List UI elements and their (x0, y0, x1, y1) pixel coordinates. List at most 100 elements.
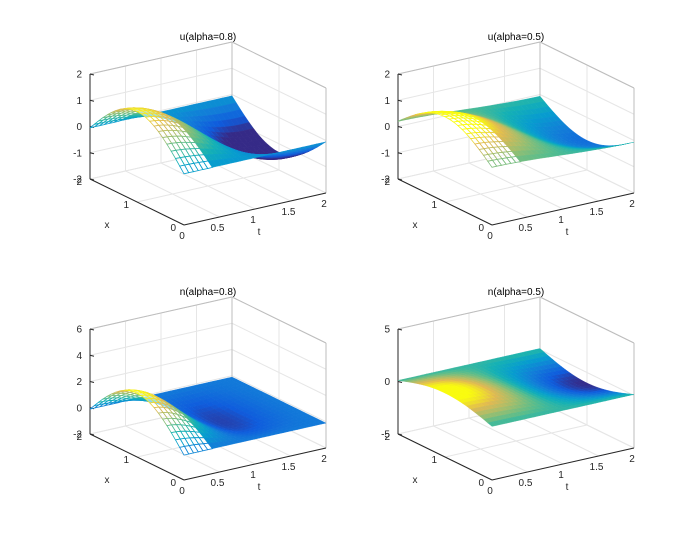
surface-patch (487, 421, 498, 427)
z-tick-mark (397, 99, 403, 102)
x-tick-label: 0 (478, 478, 484, 489)
t-axis-label: t (566, 227, 569, 238)
t-tick-label: 0 (179, 231, 185, 242)
t-axis-line (183, 447, 327, 481)
z-tick-mark (89, 178, 95, 181)
z-tick-mark (397, 433, 403, 436)
t-tick-label: 1.5 (590, 207, 604, 218)
x-axis-line (89, 178, 185, 226)
t-axis-label: t (258, 482, 261, 493)
t-tick-label: 1 (558, 470, 564, 481)
t-tick-label: 1 (250, 215, 256, 226)
x-tick-label: 2 (384, 432, 390, 443)
x-floor-grid (444, 169, 588, 203)
surface-patch (179, 445, 190, 456)
t-tick-label: 0 (487, 231, 493, 242)
z-tick-mark (397, 328, 403, 331)
z-tick-label: -5 (381, 430, 390, 441)
t-tick-label: 1.5 (282, 462, 296, 473)
z-tick-label: 2 (76, 70, 82, 81)
z-tick-label: -2 (381, 175, 390, 186)
t-axis-line (183, 192, 327, 226)
t-tick-label: 1 (250, 470, 256, 481)
surface-patch (487, 159, 498, 168)
z-tick-label: 0 (76, 403, 82, 414)
x-tick-label: 1 (123, 455, 129, 466)
z-tick-label: 0 (384, 377, 390, 388)
box-edge (397, 296, 541, 330)
subplot-title: u(alpha=0.5) (488, 32, 544, 43)
z-tick-mark (397, 126, 403, 128)
subplot-1: -2 -1 0 1 2 0 1 2 0 0.5 1 1.5 2 x t u(alpha=0.8) (73, 32, 327, 242)
z-tick-label: 2 (384, 70, 390, 81)
surface (397, 348, 635, 427)
box-edge (89, 41, 233, 75)
t-tick-label: 0.5 (519, 223, 533, 234)
z-tick-mark (89, 354, 95, 357)
x-axis-label: x (105, 220, 110, 231)
z-tick-mark (397, 178, 403, 181)
x-axis-label: x (413, 475, 418, 486)
z-tick-mark (397, 73, 403, 76)
t-tick-label: 1.5 (282, 207, 296, 218)
x-floor-grid (136, 169, 280, 203)
subplot-3: -2 0 2 4 6 0 1 2 0 0.5 1 1.5 2 x t n(alpha=0.8) (73, 287, 327, 497)
surface (89, 376, 327, 456)
t-tick-label: 2 (321, 199, 327, 210)
surface (89, 95, 327, 175)
t-tick-label: 0 (179, 486, 185, 497)
box-edge (231, 296, 327, 344)
x-tick-label: 2 (76, 177, 82, 188)
t-tick-label: 2 (629, 199, 635, 210)
z-tick-label: 4 (76, 351, 82, 362)
box-edge (231, 41, 327, 89)
z-tick-label: 2 (76, 377, 82, 388)
z-tick-label: -1 (73, 148, 82, 159)
z-tick-mark (89, 381, 95, 383)
subplot-title: u(alpha=0.8) (180, 32, 236, 43)
t-tick-label: 1 (558, 215, 564, 226)
t-axis-label: t (258, 227, 261, 238)
subplot-4: -5 0 5 0 1 2 0 0.5 1 1.5 2 x t n(alpha=0.5) (381, 287, 635, 497)
subplot-title: n(alpha=0.8) (180, 287, 236, 298)
z-tick-label: 1 (384, 96, 390, 107)
x-tick-label: 0 (170, 223, 176, 234)
z-tick-mark (397, 381, 403, 383)
x-floor-grid (444, 424, 588, 458)
x-axis-line (397, 178, 493, 226)
z-tick-label: 5 (384, 325, 390, 336)
x-tick-label: 1 (431, 200, 437, 211)
t-tick-label: 0.5 (211, 478, 225, 489)
z-tick-mark (89, 99, 95, 102)
t-tick-label: 2 (629, 454, 635, 465)
tick-labels: -2 -1 0 1 2 0 1 2 0 0.5 1 1.5 2 (381, 70, 635, 243)
subplot-title: n(alpha=0.5) (488, 287, 544, 298)
x-axis-line (397, 433, 493, 481)
z-tick-mark (89, 152, 95, 155)
z-tick-label: 0 (76, 122, 82, 133)
t-tick-label: 1.5 (590, 462, 604, 473)
x-axis-line (89, 433, 185, 481)
box-edge (539, 296, 635, 344)
z-tick-label: 0 (384, 122, 390, 133)
z-tick-label: -1 (381, 148, 390, 159)
x-axis-label: x (105, 475, 110, 486)
t-tick-label: 0.5 (211, 223, 225, 234)
surface (397, 95, 635, 168)
x-tick-label: 0 (478, 223, 484, 234)
z-tick-label: 1 (76, 96, 82, 107)
axes-box (397, 41, 635, 226)
x-tick-label: 1 (431, 455, 437, 466)
x-tick-label: 0 (170, 478, 176, 489)
x-tick-label: 2 (384, 177, 390, 188)
box-edge (89, 296, 233, 330)
z-tick-label: 6 (76, 325, 82, 336)
t-tick-label: 2 (321, 454, 327, 465)
z-tick-mark (89, 73, 95, 76)
z-tick-mark (89, 433, 95, 436)
t-tick-label: 0.5 (519, 478, 533, 489)
z-tick-mark (397, 152, 403, 155)
z-tick-label: -2 (73, 175, 82, 186)
t-axis-line (491, 447, 635, 481)
box-edge (397, 41, 541, 75)
